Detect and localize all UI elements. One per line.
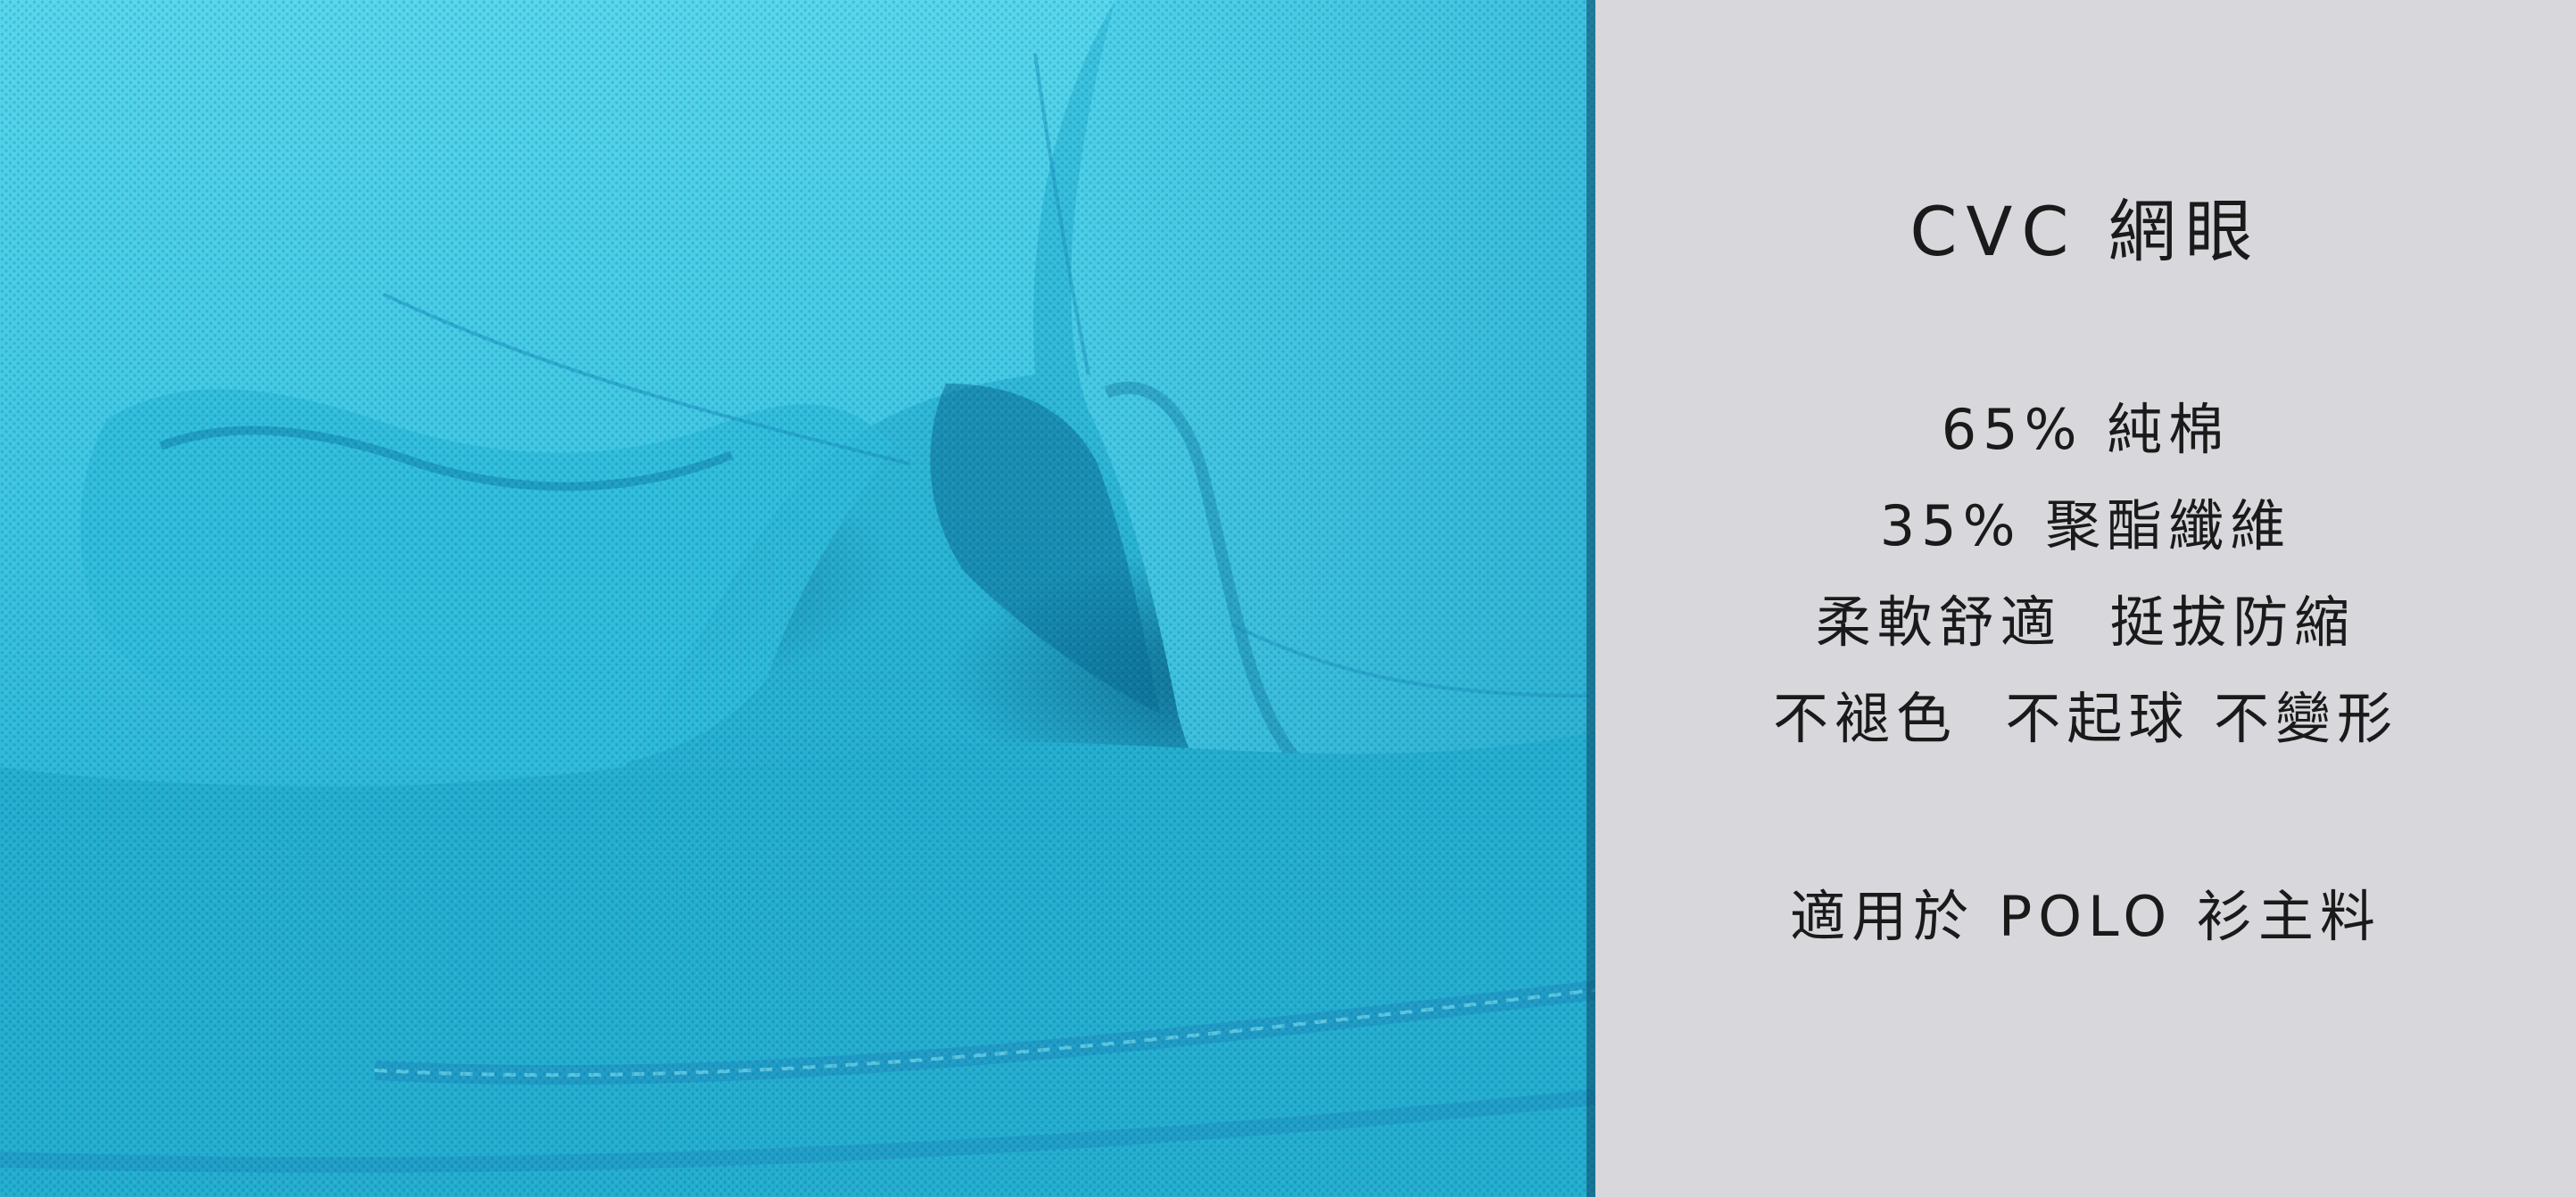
product-info-panel: CVC 網眼 65% 純棉 35% 聚酯纖維 柔軟舒適 挺拔防縮 不褪色 不起球… (1595, 0, 2576, 1197)
feature-durability: 不褪色 不起球 不變形 (1772, 686, 2399, 751)
fabric-photo (0, 0, 1595, 1197)
feature-polyester: 35% 聚酯纖維 (1879, 493, 2292, 558)
product-title: CVC 網眼 (1909, 192, 2262, 271)
feature-comfort: 柔軟舒適 挺拔防縮 (1815, 590, 2357, 655)
feature-list: 65% 純棉 35% 聚酯纖維 柔軟舒適 挺拔防縮 不褪色 不起球 不變形 (1595, 382, 2576, 767)
usage-text: 適用於 POLO 衫主料 (1790, 884, 2381, 949)
fabric-illustration (0, 0, 1595, 1197)
feature-cotton: 65% 純棉 (1941, 397, 2231, 462)
